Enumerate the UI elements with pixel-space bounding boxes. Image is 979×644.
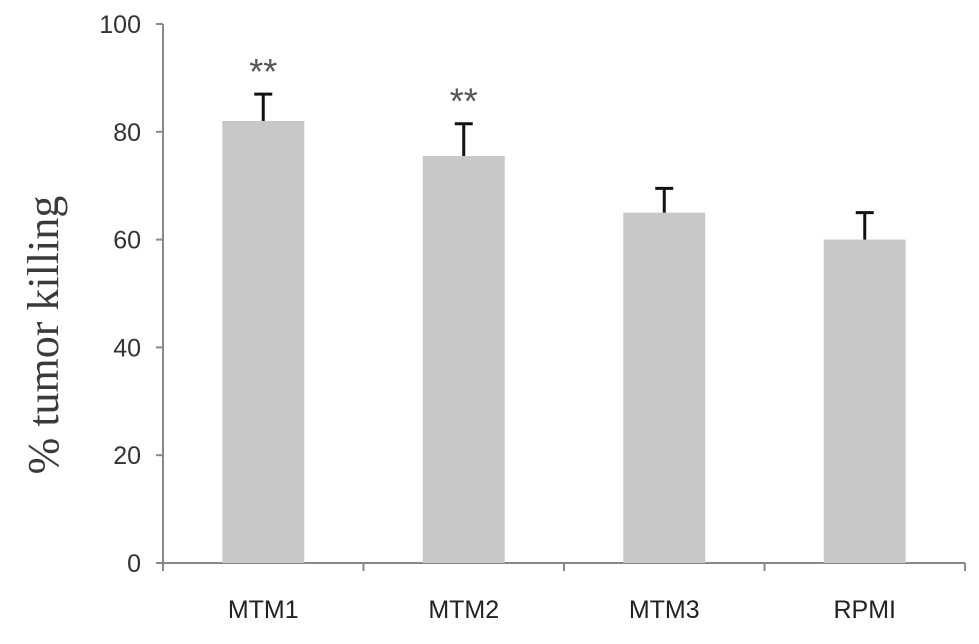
x-tick-label: MTM3 bbox=[629, 596, 700, 624]
x-tick-label: MTM1 bbox=[228, 596, 299, 624]
y-tick-label: 0 bbox=[127, 550, 141, 578]
y-tick-label: 20 bbox=[113, 442, 141, 470]
significance-markers: ** ** bbox=[249, 51, 478, 122]
y-tick-label: 100 bbox=[99, 11, 141, 39]
significance-marker: ** bbox=[249, 51, 277, 92]
y-axis: 0 20 40 60 80 100 bbox=[99, 11, 164, 578]
bar-mtm3 bbox=[623, 212, 706, 563]
bar-mtm2 bbox=[422, 156, 505, 563]
x-axis: MTM1 MTM2 MTM3 RPMI bbox=[162, 562, 966, 624]
y-tick-label: 80 bbox=[113, 119, 141, 147]
x-tick-label: MTM2 bbox=[428, 596, 499, 624]
significance-marker: ** bbox=[450, 81, 478, 122]
bars bbox=[222, 121, 906, 564]
bar-rpmi bbox=[823, 239, 906, 563]
y-tick-label: 40 bbox=[113, 334, 141, 362]
error-bars bbox=[254, 92, 874, 240]
bar-mtm1 bbox=[222, 121, 305, 564]
y-tick-label: 60 bbox=[113, 227, 141, 255]
y-axis-label: % tumor killing bbox=[19, 196, 68, 475]
x-tick-label: RPMI bbox=[834, 596, 897, 624]
